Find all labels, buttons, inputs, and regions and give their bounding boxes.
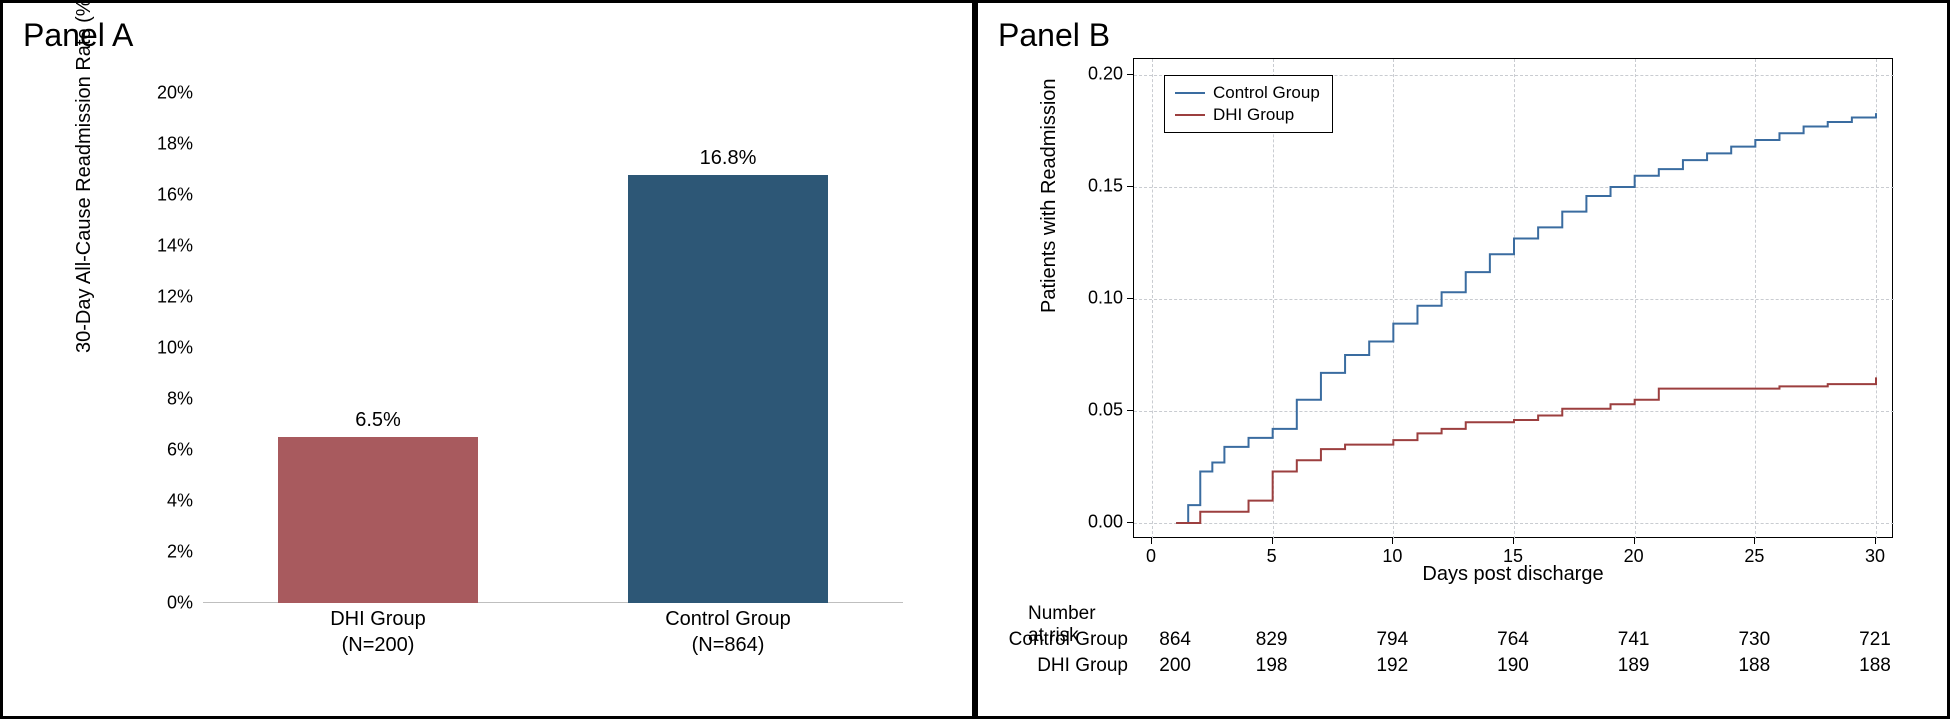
km-xtick-mark xyxy=(1513,538,1514,544)
legend-swatch xyxy=(1175,92,1205,94)
risk-cell: 764 xyxy=(1478,629,1548,651)
km-ytick: 0.05 xyxy=(1078,400,1123,421)
risk-cell: 721 xyxy=(1840,629,1910,651)
risk-cell: 188 xyxy=(1719,655,1789,677)
km-plot-area: Control GroupDHI Group xyxy=(1133,58,1893,538)
km-xtick-mark xyxy=(1151,538,1152,544)
bar-xtick: DHI Group xyxy=(278,608,478,631)
km-ytick: 0.20 xyxy=(1078,64,1123,85)
bar-ytick: 2% xyxy=(143,542,193,563)
km-xtick-mark xyxy=(1392,538,1393,544)
km-xtick-mark xyxy=(1875,538,1876,544)
risk-cell: 198 xyxy=(1237,655,1307,677)
bar-ytick: 14% xyxy=(143,236,193,257)
risk-cell: 829 xyxy=(1237,629,1307,651)
km-xtick-mark xyxy=(1754,538,1755,544)
panel-b: Panel B Patients with Readmission Contro… xyxy=(975,0,1950,719)
risk-row-label: Control Group xyxy=(998,629,1128,651)
legend-box: Control GroupDHI Group xyxy=(1164,75,1333,133)
bar-xtick-n: (N=864) xyxy=(628,634,828,657)
bar: 6.5% xyxy=(278,437,478,603)
bar-ytick: 18% xyxy=(143,134,193,155)
risk-cell: 188 xyxy=(1840,655,1910,677)
legend-item: DHI Group xyxy=(1175,104,1320,126)
risk-cell: 200 xyxy=(1140,655,1210,677)
bar-ytick: 6% xyxy=(143,440,193,461)
panel-b-ylabel: Patients with Readmission xyxy=(1038,78,1061,313)
bar-ytick: 4% xyxy=(143,491,193,512)
risk-cell: 741 xyxy=(1599,629,1669,651)
risk-cell: 189 xyxy=(1599,655,1669,677)
km-ytick: 0.10 xyxy=(1078,288,1123,309)
km-ytick-mark xyxy=(1127,186,1133,187)
bar-chart-area: 0%2%4%6%8%10%12%14%16%18%20% 6.5%DHI Gro… xyxy=(203,93,903,603)
legend-label: Control Group xyxy=(1213,83,1320,103)
bar-ytick: 12% xyxy=(143,287,193,308)
km-ytick-mark xyxy=(1127,74,1133,75)
km-xtick-mark xyxy=(1634,538,1635,544)
km-series-line xyxy=(1176,377,1876,523)
risk-cell: 190 xyxy=(1478,655,1548,677)
bar: 16.8% xyxy=(628,175,828,603)
risk-cell: 794 xyxy=(1357,629,1427,651)
km-xtick-mark xyxy=(1272,538,1273,544)
risk-cell: 730 xyxy=(1719,629,1789,651)
bar-xtick: Control Group xyxy=(628,608,828,631)
km-ytick: 0.00 xyxy=(1078,512,1123,533)
panel-b-xlabel: Days post discharge xyxy=(1133,563,1893,586)
bar-ytick: 0% xyxy=(143,593,193,614)
km-ytick: 0.15 xyxy=(1078,176,1123,197)
risk-cell: 864 xyxy=(1140,629,1210,651)
bar-xtick-n: (N=200) xyxy=(278,634,478,657)
legend-label: DHI Group xyxy=(1213,105,1294,125)
bar-ytick: 10% xyxy=(143,338,193,359)
bar-ytick: 8% xyxy=(143,389,193,410)
bar-ytick: 16% xyxy=(143,185,193,206)
panel-a-ylabel: 30-Day All-Cause Readmission Rate (%) xyxy=(73,0,96,353)
figure: Panel A 30-Day All-Cause Readmission Rat… xyxy=(0,0,1950,719)
km-ytick-mark xyxy=(1127,522,1133,523)
bar-ytick: 20% xyxy=(143,83,193,104)
risk-row-label: DHI Group xyxy=(998,655,1128,677)
panel-b-title: Panel B xyxy=(998,17,1110,54)
legend-item: Control Group xyxy=(1175,82,1320,104)
risk-cell: 192 xyxy=(1357,655,1427,677)
km-series-line xyxy=(1176,113,1876,523)
bar-value-label: 6.5% xyxy=(278,409,478,432)
legend-swatch xyxy=(1175,114,1205,116)
bar-value-label: 16.8% xyxy=(628,147,828,170)
panel-a: Panel A 30-Day All-Cause Readmission Rat… xyxy=(0,0,975,719)
km-ytick-mark xyxy=(1127,298,1133,299)
km-ytick-mark xyxy=(1127,410,1133,411)
